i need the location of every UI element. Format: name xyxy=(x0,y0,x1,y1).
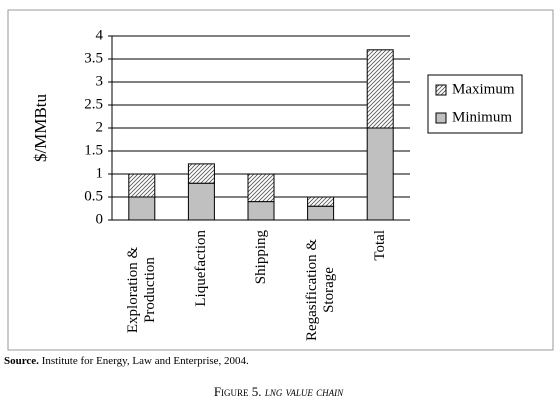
y-tick-label: 0.5 xyxy=(84,188,103,204)
bar-segment xyxy=(247,173,275,203)
caption-label: Figure 5. xyxy=(213,384,262,399)
chart-frame xyxy=(7,9,554,351)
y-tick-label: 0 xyxy=(96,211,104,227)
y-tick-label: 2.5 xyxy=(84,96,103,112)
x-tick-label: Liquefaction xyxy=(173,230,229,350)
source: Source. Institute for Energy, Law and En… xyxy=(4,355,249,367)
x-tick-text: Liquefaction xyxy=(192,230,209,307)
source-label: Source. xyxy=(4,355,39,367)
x-tick-text: Shipping xyxy=(252,230,269,285)
legend-swatch xyxy=(435,84,447,96)
x-tick-text: Exploration & Production xyxy=(124,246,158,334)
y-tick-label: 3.5 xyxy=(84,50,103,66)
bar-segment xyxy=(187,182,215,221)
x-tick-label: Shipping xyxy=(233,230,289,350)
y-axis-label: $/MMBtu xyxy=(31,93,50,162)
x-tick-label: Total xyxy=(352,230,408,350)
x-tick-text: Regasification & Storage xyxy=(303,238,337,342)
x-tick-label: Exploration & Production xyxy=(114,230,170,350)
bar-segment xyxy=(128,196,156,221)
bar-segment xyxy=(187,163,215,184)
bar-segment xyxy=(247,201,275,221)
y-tick-label: 2 xyxy=(96,119,104,135)
source-text: Institute for Energy, Law and Enterprise… xyxy=(41,355,249,367)
x-tick-text: Total xyxy=(371,230,388,261)
caption: Figure 5. lng value chain xyxy=(0,384,557,400)
bar-segment xyxy=(366,49,394,129)
bar-segment xyxy=(307,205,335,221)
bar-segment xyxy=(307,196,335,207)
y-tick-label: 4 xyxy=(96,27,104,43)
legend-label: Maximum xyxy=(452,81,515,97)
bar-segment xyxy=(366,127,394,221)
y-tick-label: 1 xyxy=(96,165,104,181)
bar-segment xyxy=(128,173,156,198)
legend-swatch xyxy=(435,112,447,124)
x-tick-label: Regasification & Storage xyxy=(293,230,349,350)
legend-label: Minimum xyxy=(452,109,512,125)
y-tick-label: 1.5 xyxy=(84,142,103,158)
caption-text: lng value chain xyxy=(264,384,344,399)
y-tick-label: 3 xyxy=(96,73,104,89)
